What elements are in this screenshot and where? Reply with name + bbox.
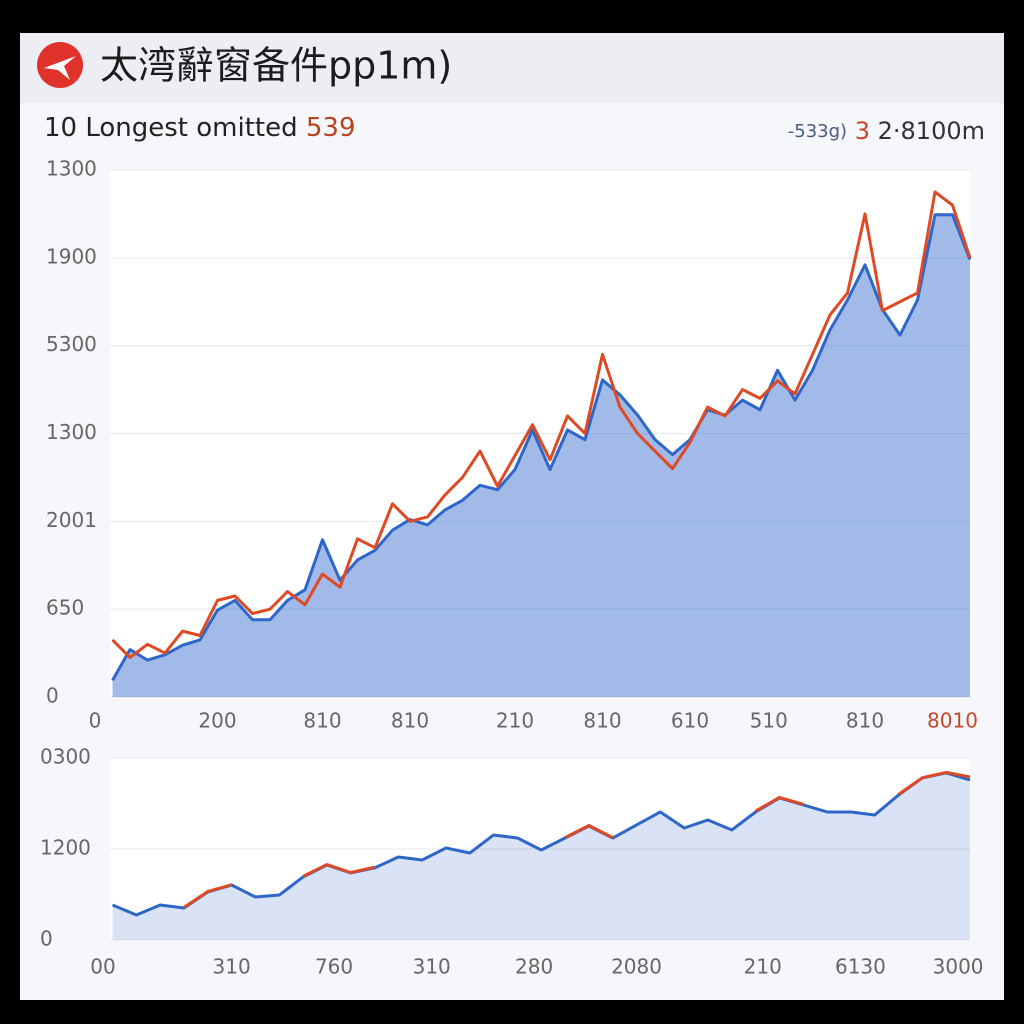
y-tick-label: 1300 [46,420,97,444]
line [183,770,971,909]
x-tick-label: 8010 [927,709,978,733]
x-tick-label: 00 [90,955,115,979]
summary-text: 10 Longest omitted [44,113,298,143]
summary-value: 539 [306,113,356,143]
x-tick-label: 810 [583,709,621,733]
x-tick-label: 210 [744,955,782,979]
stats-accent: 3 [855,117,870,145]
y-tick-label: 0300 [40,745,91,769]
line [111,190,972,659]
area [112,772,971,940]
header-bar [20,33,1004,103]
y-tick-label: 1200 [40,836,91,860]
x-tick-label: 3000 [933,955,984,979]
y-tick-label: 0 [40,927,53,951]
x-tick-label: 210 [496,709,534,733]
y-tick-label: 1300 [46,157,97,181]
y-tick-label: 1900 [46,244,97,268]
y-tick-label: 650 [46,596,84,620]
stats-right: 2·8100m [878,117,985,145]
x-tick-label: 810 [303,709,341,733]
line [111,213,972,682]
summary-label: 10 Longest omitted 539 [44,113,356,143]
x-tick-label: 200 [198,709,236,733]
y-tick-label: 2001 [46,508,97,532]
x-tick-label: 610 [671,709,709,733]
x-tick-label: 810 [846,709,884,733]
stats-left: -533g) [788,121,847,142]
x-tick-label: 310 [213,955,251,979]
logo-mark [44,56,76,80]
line [111,771,971,917]
x-tick-label: 810 [391,709,429,733]
x-tick-label: 0 [89,709,102,733]
x-tick-label: 2080 [611,955,662,979]
charts: 0 650 2001 1300 5300 1900 1300 0 200 810 810 210 810… [40,157,984,979]
y-tick-label: 0 [46,684,59,708]
app-title: 太湾辭窗备件pp1m) [100,44,452,88]
stats: -533g) 3 2·8100m [788,117,985,145]
x-tick-label: 6130 [835,955,886,979]
x-tick-label: 310 [413,955,451,979]
y-tick-label: 5300 [46,332,97,356]
x-tick-label: 760 [315,955,353,979]
x-tick-label: 280 [515,955,553,979]
x-tick-label: 510 [750,709,788,733]
